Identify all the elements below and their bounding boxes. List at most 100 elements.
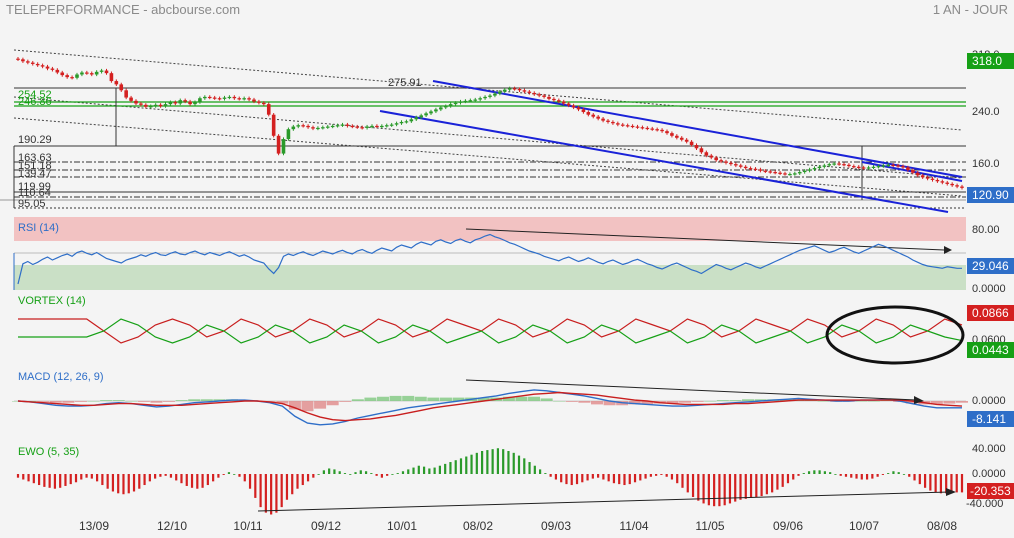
ewo-bar — [876, 474, 879, 477]
ewo-bar — [686, 474, 689, 493]
macd-hist-bar — [389, 395, 402, 401]
ewo-bar — [422, 466, 426, 474]
x-label: 09/06 — [773, 519, 803, 533]
ewo-bar — [718, 474, 721, 507]
candle-body — [144, 104, 148, 107]
candle-body — [734, 164, 738, 166]
ewo-bar — [813, 470, 816, 474]
candle-body — [375, 125, 379, 128]
ewo-bar — [934, 474, 937, 493]
ewo-current-tag: -20.353 — [970, 484, 1011, 498]
ewo-bar — [206, 474, 209, 486]
macd-signal-line — [17, 391, 963, 422]
chart-title: TELEPERFORMANCE - abcbourse.com — [6, 2, 240, 17]
vortex-title: VORTEX (14) — [18, 295, 86, 307]
macd-hist-bar — [779, 399, 792, 401]
macd-line — [17, 389, 962, 426]
candle-body — [861, 167, 866, 169]
ewo-bar — [723, 474, 726, 506]
candle-body — [542, 95, 546, 97]
ewo-bar — [22, 474, 25, 480]
macd-hist-bar — [528, 396, 541, 401]
candle-body — [635, 126, 640, 128]
ewo-bar — [217, 474, 220, 478]
ewo-bar — [523, 458, 526, 474]
candle-body — [163, 104, 168, 107]
candle-body — [552, 98, 556, 101]
candle-body — [576, 107, 581, 110]
ewo-bar — [960, 474, 964, 493]
ewo-bar — [565, 474, 568, 485]
candle-body — [198, 98, 202, 103]
ewo-bar — [169, 474, 173, 478]
ewo-bar — [713, 474, 716, 507]
ewo-bar — [270, 474, 273, 515]
candle-body — [768, 171, 773, 173]
candle-body — [547, 96, 551, 99]
vortex-minus-tag: 0.0443 — [972, 343, 1009, 357]
ewo-bar — [633, 474, 637, 483]
ewo-bar — [438, 465, 441, 474]
ewo-bar — [159, 474, 162, 477]
ewo-bar — [433, 467, 436, 474]
ewo-bar — [391, 474, 394, 475]
macd-hist-bar — [175, 400, 188, 401]
candle-body — [276, 135, 281, 154]
candle-body — [483, 96, 487, 99]
ewo-bar — [734, 474, 737, 502]
candle-body — [30, 62, 35, 64]
candle-body — [920, 175, 925, 178]
candle-body — [866, 167, 871, 169]
candle-body — [330, 125, 335, 128]
macd-histogram — [12, 395, 968, 412]
candle-body — [660, 129, 664, 132]
candle-body — [99, 70, 104, 72]
ewo-bar — [117, 474, 120, 494]
ewo-bar — [628, 474, 631, 485]
candle-body — [817, 166, 822, 169]
ewo-bar — [781, 474, 784, 487]
ewo-bar — [196, 474, 199, 489]
ewo-bar — [412, 467, 415, 474]
ewo-bar — [544, 473, 547, 474]
candle-body — [852, 166, 856, 168]
candle-body — [360, 127, 364, 129]
candlestick-series — [16, 57, 964, 190]
ewo-bar — [913, 474, 916, 481]
ewo-bar — [676, 474, 679, 484]
price-level-label: 254.52 — [18, 89, 52, 101]
ewo-bar — [454, 460, 457, 474]
candle-body — [129, 97, 133, 101]
candle-body — [404, 121, 409, 123]
candle-body — [222, 97, 227, 99]
candle-body — [812, 168, 817, 170]
candle-body — [16, 58, 20, 60]
candle-body — [847, 164, 851, 167]
candle-body — [871, 166, 876, 168]
x-label: 10/01 — [387, 519, 417, 533]
candle-body — [325, 126, 330, 128]
ewo-bar — [855, 474, 858, 479]
candle-body — [591, 114, 596, 117]
ewo-bar — [106, 474, 109, 489]
ewo-bar — [844, 474, 848, 477]
macd-hist-bar — [855, 401, 868, 402]
candle-body — [237, 98, 242, 100]
price-level-label: 139.47 — [18, 168, 52, 180]
ewo-bar — [122, 474, 125, 495]
macd-hist-bar — [402, 395, 415, 401]
ewo-bar — [760, 474, 763, 497]
ewo-bar — [797, 474, 800, 476]
candle-body — [242, 98, 246, 100]
candle-body — [655, 129, 659, 131]
ewo-bar — [306, 474, 310, 482]
ewo-bar — [865, 474, 869, 480]
macd-hist-bar — [553, 401, 566, 402]
ewo-ytick-neg40: -40.000 — [966, 498, 1003, 510]
macd-hist-bar — [666, 401, 679, 404]
candle-body — [630, 125, 635, 128]
candle-body — [89, 73, 94, 75]
candle-body — [507, 88, 512, 90]
ewo-bar — [190, 474, 194, 488]
ewo-bar — [185, 474, 188, 486]
